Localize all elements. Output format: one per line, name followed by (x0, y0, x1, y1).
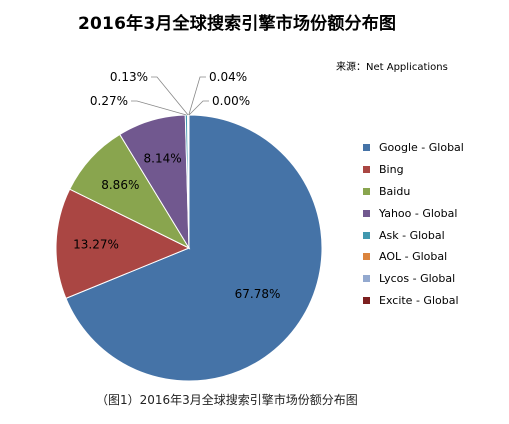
legend-label: Baidu (379, 184, 411, 198)
legend-label: Yahoo - Global (379, 206, 458, 220)
legend-label: Ask - Global (379, 228, 445, 242)
legend-item: Bing (363, 159, 464, 181)
legend-item: Lycos - Global (363, 268, 464, 290)
legend-swatch (363, 209, 370, 217)
legend: Google - Global Bing Baidu Yahoo - Global As… (363, 137, 464, 311)
pie-slice-google-global (65, 114, 323, 382)
legend-label: AOL - Global (379, 250, 448, 264)
pie-slices (55, 114, 323, 382)
legend-swatch (363, 253, 370, 261)
legend-item: Google - Global (363, 137, 464, 159)
source-note: 来源：Net Applications (336, 62, 448, 73)
data-label: 0.00% (212, 94, 250, 108)
leader-line (188, 100, 209, 116)
legend-item: Excite - Global (363, 290, 464, 312)
legend-item: Ask - Global (363, 224, 464, 246)
leader-line (131, 100, 187, 116)
figure-caption: （图1）2016年3月全球搜索引擎市场份额分布图 (96, 393, 358, 407)
data-label: 13.27% (73, 238, 119, 252)
legend-label: Bing (379, 163, 404, 177)
data-label: 67.78% (235, 287, 281, 301)
data-label: 0.27% (90, 94, 128, 108)
legend-label: Excite - Global (379, 293, 459, 307)
data-label: 0.04% (209, 70, 247, 84)
data-label: 8.86% (101, 178, 139, 192)
legend-item: Yahoo - Global (363, 202, 464, 224)
pie-slice-bing (55, 188, 191, 300)
legend-swatch (363, 231, 370, 239)
legend-item: Baidu (363, 181, 464, 203)
legend-label: Lycos - Global (379, 272, 456, 286)
legend-label: Google - Global (379, 141, 464, 155)
legend-item: AOL - Global (363, 246, 464, 268)
data-labels: 67.78% 13.27% 8.86% 8.14% 0.27% 0.13% 0.04% 0.0… (73, 70, 280, 301)
data-label: 0.13% (110, 70, 148, 84)
data-label: 8.14% (144, 152, 182, 166)
leader-lines (131, 76, 209, 116)
legend-swatch (363, 187, 370, 195)
legend-swatch (363, 144, 370, 152)
legend-swatch (363, 296, 370, 304)
legend-swatch (363, 275, 370, 283)
chart-title: 2016年3月全球搜索引擎市场份额分布图 (78, 14, 397, 34)
leader-line (151, 76, 189, 116)
legend-swatch (363, 166, 370, 174)
leader-line (188, 76, 206, 116)
